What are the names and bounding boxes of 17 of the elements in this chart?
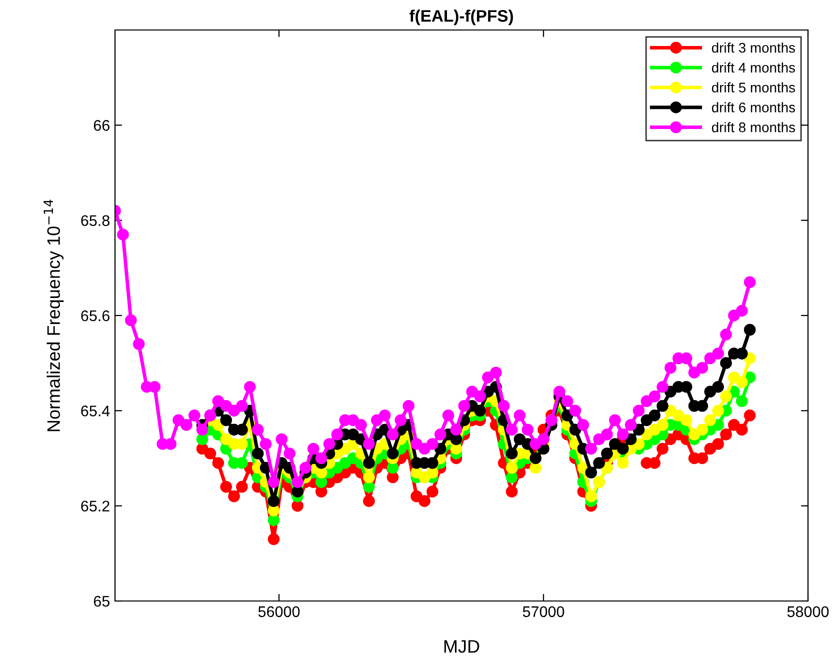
- y-tick-label: 65.8: [81, 215, 110, 226]
- y-axis-title: Normalized Frequency 10$^{−14}$: [44, 200, 64, 432]
- legend-label: drift 3 months: [712, 42, 796, 53]
- y-tick-label: 65: [94, 596, 110, 607]
- legend-label: drift 8 months: [712, 122, 796, 132]
- y-tick-label: 65.6: [81, 310, 110, 322]
- legend-label: drift 6 months: [712, 102, 796, 112]
- x-axis-title: MJD: [444, 640, 480, 653]
- x-tick-label: 57000: [522, 606, 564, 618]
- legend-label: drift 4 months: [712, 62, 796, 73]
- legend-label: drift 5 months: [712, 82, 796, 92]
- x-tick-label: 58000: [787, 606, 829, 618]
- y-tick-label: 65.4: [81, 406, 110, 416]
- x-tick-label: 56000: [258, 606, 300, 618]
- chart-title: f(EAL)-f(PFS): [409, 10, 513, 26]
- y-tick-label: 65.2: [81, 500, 110, 512]
- y-tick-label: 66: [94, 120, 110, 131]
